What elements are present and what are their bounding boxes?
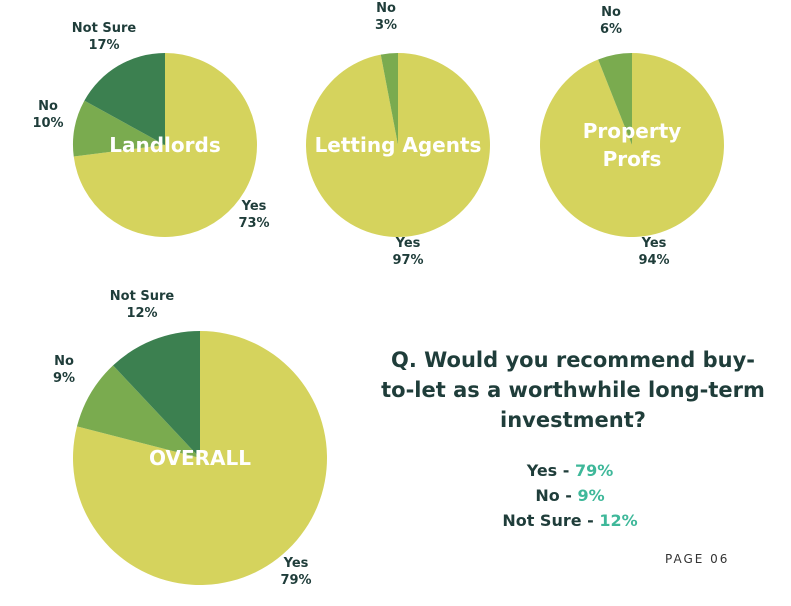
summary-not-sure-value: 12% bbox=[599, 511, 638, 530]
summary-yes-value: 79% bbox=[574, 461, 614, 480]
property-profs-center-label-line: Profs bbox=[603, 147, 662, 171]
landlords-slice-yes bbox=[73, 53, 258, 237]
property-profs-label-no-value: 6% bbox=[600, 22, 622, 37]
overall-label-no-category: No bbox=[54, 354, 74, 369]
landlords-slice-no bbox=[73, 100, 165, 157]
property-profs-label-no-category: No bbox=[601, 5, 621, 20]
overall-label-yes-category: Yes bbox=[283, 556, 309, 571]
overall-summary: Yes - 79% No - 9% Not Sure - 12% bbox=[440, 458, 700, 533]
overall-center-label: OVERALL bbox=[149, 446, 251, 470]
landlords-label-not-sure-category: Not Sure bbox=[72, 21, 137, 36]
overall-label-no: No 9% bbox=[53, 354, 75, 386]
letting-agents-label-no: No 3% bbox=[375, 1, 397, 33]
landlords-label-not-sure: Not Sure 17% bbox=[72, 21, 137, 53]
letting-agents-center-label-line: Letting Agents bbox=[315, 133, 482, 157]
property-profs-label-yes-value: 94% bbox=[638, 253, 669, 268]
letting-agents-label-yes-value: 97% bbox=[392, 253, 423, 268]
overall-label-not-sure: Not Sure 12% bbox=[110, 289, 175, 321]
overall-label-yes-value: 79% bbox=[280, 573, 311, 588]
overall-slice-yes bbox=[73, 331, 328, 585]
landlords-label-no-category: No bbox=[38, 99, 58, 114]
overall-label-not-sure-category: Not Sure bbox=[110, 289, 175, 304]
property-profs-label-no: No 6% bbox=[600, 5, 622, 37]
landlords-label-no-value: 10% bbox=[32, 116, 63, 131]
summary-yes-label: Yes - bbox=[526, 461, 575, 480]
landlords-label-yes-category: Yes bbox=[241, 199, 267, 214]
landlords-label-yes: Yes 73% bbox=[238, 199, 269, 231]
overall-slice-not-sure bbox=[113, 331, 200, 458]
question-text: Q. Would you recommend buy-to-let as a w… bbox=[381, 348, 765, 432]
landlords-label-yes-value: 73% bbox=[238, 216, 269, 231]
overall-slice-no bbox=[76, 365, 200, 458]
summary-yes: Yes - 79% bbox=[440, 458, 700, 483]
property-profs-center-label: Property Profs bbox=[583, 119, 682, 171]
summary-not-sure-label: Not Sure - bbox=[502, 511, 600, 530]
letting-agents-center-label: Letting Agents bbox=[315, 133, 482, 157]
overall-label-yes: Yes 79% bbox=[280, 556, 311, 588]
landlords-center-label: Landlords bbox=[109, 133, 220, 157]
landlords-label-no: No 10% bbox=[32, 99, 63, 131]
property-profs-center-label-line: Property bbox=[583, 119, 682, 143]
summary-not-sure: Not Sure - 12% bbox=[440, 508, 700, 533]
pie-chart-landlords: Yes 73% No 10% Not Sure 17% Landlords bbox=[32, 21, 270, 237]
letting-agents-slice-yes bbox=[306, 53, 491, 238]
pie-chart-overall: Yes 79% No 9% Not Sure 12% OVERALL bbox=[53, 289, 328, 588]
pie-chart-letting-agents: Yes 97% No 3% Letting Agents bbox=[306, 1, 491, 268]
property-profs-slice-no bbox=[598, 53, 632, 145]
letting-agents-label-no-value: 3% bbox=[375, 18, 397, 33]
overall-center-label-line: OVERALL bbox=[149, 446, 251, 470]
letting-agents-slice-no bbox=[380, 53, 398, 145]
summary-no-label: No - bbox=[535, 486, 578, 505]
overall-label-not-sure-value: 12% bbox=[126, 306, 157, 321]
landlords-label-not-sure-value: 17% bbox=[88, 38, 119, 53]
pie-chart-property-profs: Yes 94% No 6% Property Profs bbox=[539, 5, 724, 268]
property-profs-slice-yes bbox=[539, 53, 724, 237]
landlords-slice-not-sure bbox=[84, 53, 165, 145]
overall-label-no-value: 9% bbox=[53, 371, 75, 386]
letting-agents-label-yes: Yes 97% bbox=[392, 236, 423, 268]
landlords-center-label-line: Landlords bbox=[109, 133, 220, 157]
property-profs-label-yes-category: Yes bbox=[641, 236, 667, 251]
summary-no: No - 9% bbox=[440, 483, 700, 508]
letting-agents-label-yes-category: Yes bbox=[395, 236, 421, 251]
letting-agents-label-no-category: No bbox=[376, 1, 396, 16]
page-number: PAGE 06 bbox=[665, 552, 730, 566]
summary-no-value: 9% bbox=[577, 486, 605, 505]
property-profs-label-yes: Yes 94% bbox=[638, 236, 669, 268]
